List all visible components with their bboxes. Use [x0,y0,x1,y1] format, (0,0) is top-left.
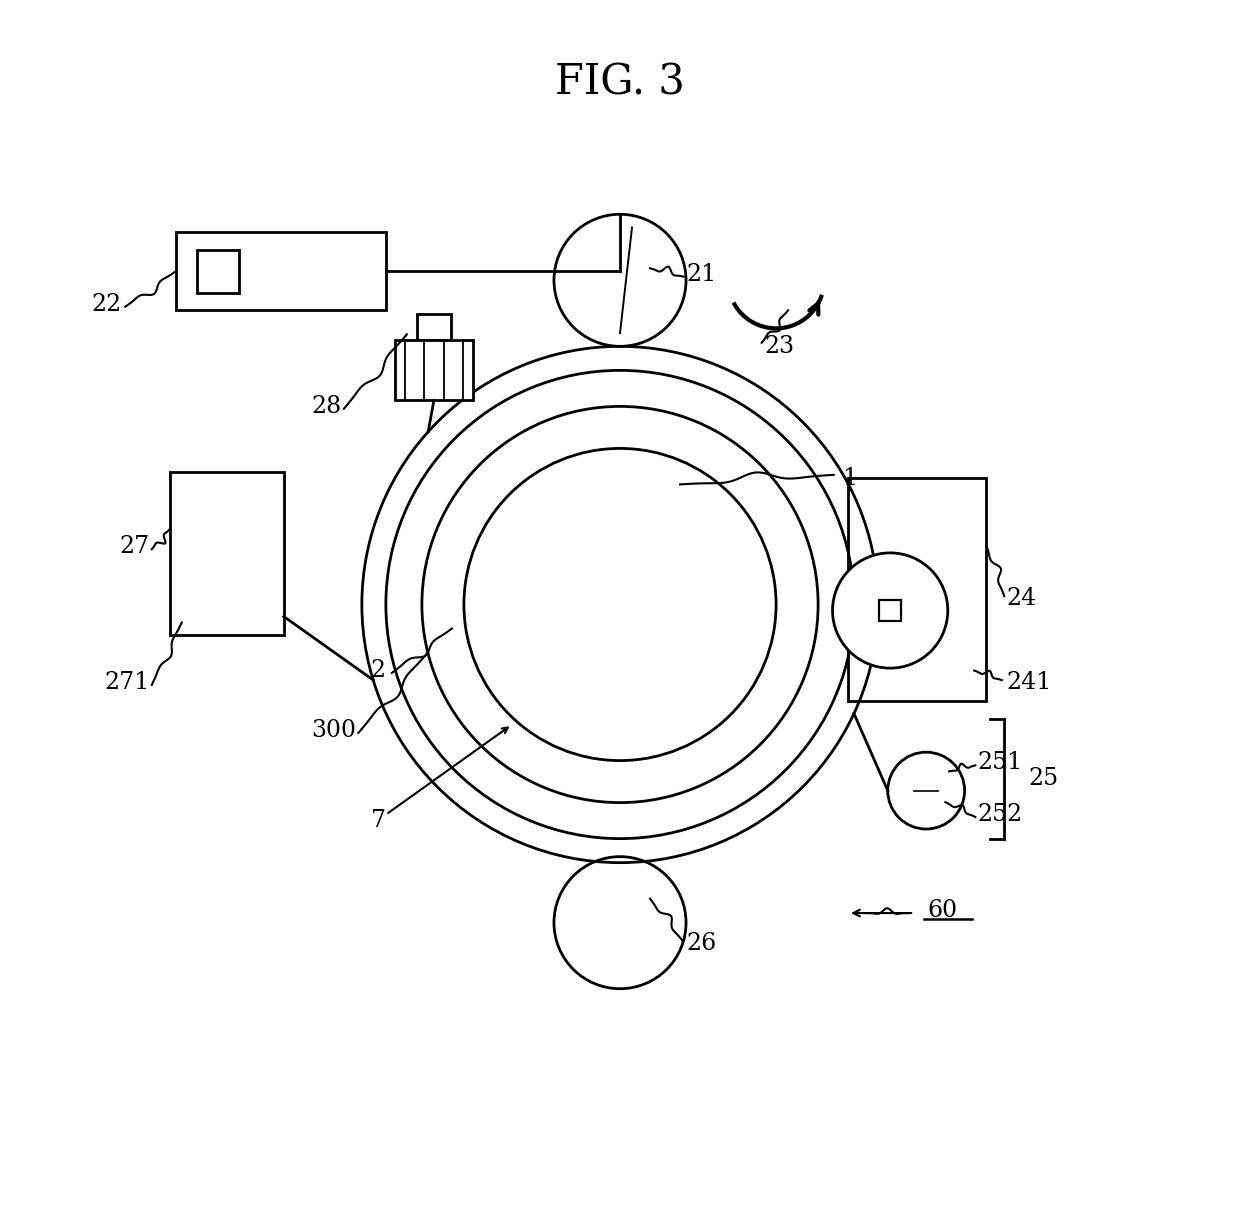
Circle shape [832,553,947,669]
Text: 300: 300 [311,719,356,742]
Text: 25: 25 [1028,767,1059,791]
Bar [197,250,239,293]
Text: 2: 2 [371,659,386,682]
Text: 252: 252 [978,803,1023,826]
Circle shape [888,752,965,829]
Text: 60: 60 [928,899,957,922]
Bar [879,600,901,621]
Text: 241: 241 [1007,671,1052,694]
Bar [848,479,986,700]
Text: 1: 1 [842,467,857,490]
Text: 22: 22 [92,293,122,316]
Text: 24: 24 [1007,588,1037,611]
Bar [394,341,472,400]
Text: 21: 21 [686,262,717,285]
Text: 271: 271 [104,671,149,694]
Text: FIG. 3: FIG. 3 [556,62,684,103]
Bar [176,232,386,311]
Bar [417,314,450,341]
Text: 7: 7 [371,809,386,832]
Text: 27: 27 [119,536,149,559]
Text: 251: 251 [978,752,1023,775]
Bar [170,473,284,635]
Text: 23: 23 [764,335,794,358]
Text: 28: 28 [311,395,341,418]
Text: 26: 26 [686,932,717,955]
